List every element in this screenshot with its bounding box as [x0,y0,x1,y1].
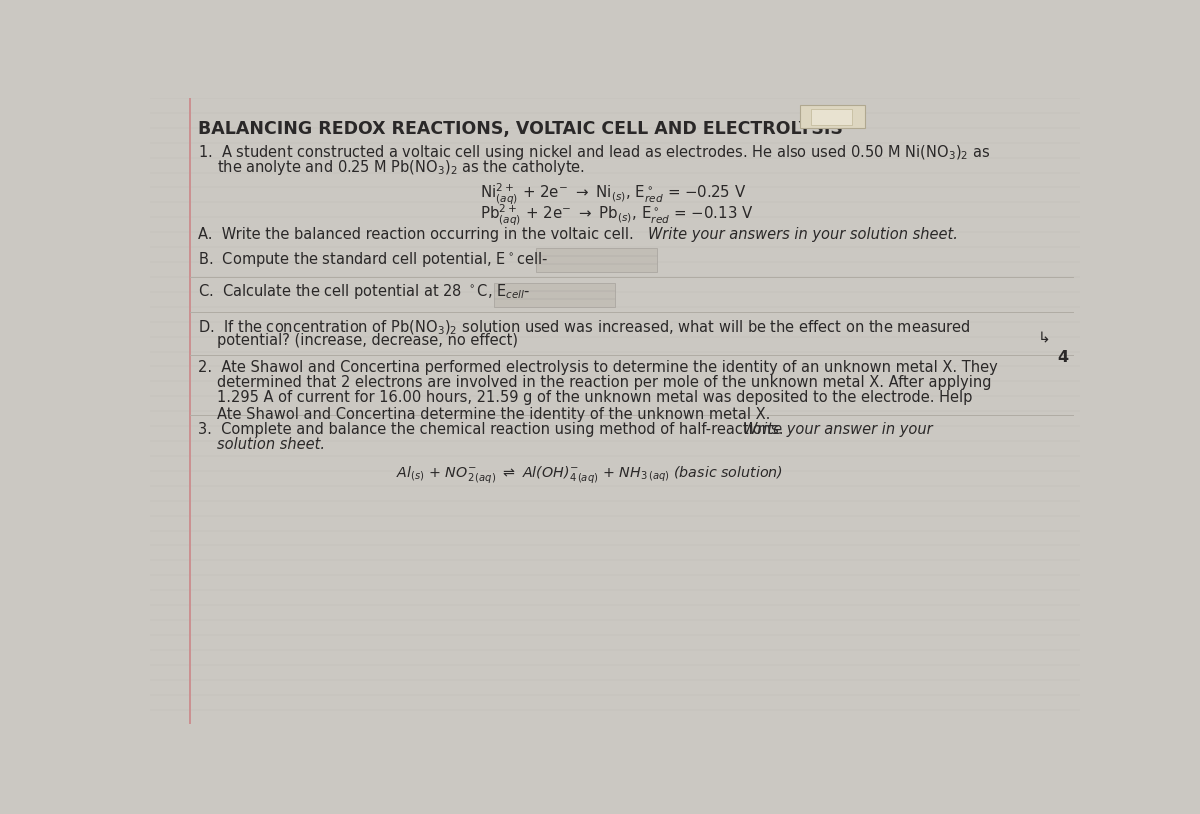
Text: Pb$^{2+}_{(aq)}$ + 2e$^{-}$ $\rightarrow$ Pb$_{(s)}$, E$^\circ_{red}$ = $-$0.13 : Pb$^{2+}_{(aq)}$ + 2e$^{-}$ $\rightarrow… [480,203,754,228]
Text: determined that 2 electrons are involved in the reaction per mole of the unknown: determined that 2 electrons are involved… [217,374,991,390]
Text: BALANCING REDOX REACTIONS, VOLTAIC CELL AND ELECTROLYSIS: BALANCING REDOX REACTIONS, VOLTAIC CELL … [198,120,844,138]
Text: Ate Shawol and Concertina determine the identity of the unknown metal X.: Ate Shawol and Concertina determine the … [217,407,770,422]
Text: the anolyte and 0.25 M Pb(NO$_3$)$_2$ as the catholyte.: the anolyte and 0.25 M Pb(NO$_3$)$_2$ as… [217,158,586,177]
Text: Write your answer in your: Write your answer in your [743,422,932,437]
FancyBboxPatch shape [811,109,852,125]
Text: 2.  Ate Shawol and Concertina performed electrolysis to determine the identity o: 2. Ate Shawol and Concertina performed e… [198,361,998,375]
Text: Write your answers in your solution sheet.: Write your answers in your solution shee… [648,227,958,243]
Text: 4: 4 [1057,350,1069,365]
Text: solution sheet.: solution sheet. [217,437,325,453]
Text: Ni$^{2+}_{(aq)}$ + 2e$^{-}$ $\rightarrow$ Ni$_{(s)}$, E$^\circ_{red}$ = $-$0.25 : Ni$^{2+}_{(aq)}$ + 2e$^{-}$ $\rightarrow… [480,182,746,207]
Text: D.  If the concentration of Pb(NO$_3$)$_2$ solution used was increased, what wil: D. If the concentration of Pb(NO$_3$)$_2… [198,318,971,337]
Text: potential? (increase, decrease, no effect): potential? (increase, decrease, no effec… [217,334,518,348]
Bar [536,248,656,272]
Text: B.  Compute the standard cell potential, E$^\circ$cell-: B. Compute the standard cell potential, … [198,250,548,269]
Text: 1.295 A of current for 16.00 hours, 21.59 g of the unknown metal was deposited t: 1.295 A of current for 16.00 hours, 21.5… [217,390,972,405]
Text: A.  Write the balanced reaction occurring in the voltaic cell.: A. Write the balanced reaction occurring… [198,227,638,243]
Text: C.  Calculate the cell potential at 28 $^\circ$C, E$_{cell}$-: C. Calculate the cell potential at 28 $^… [198,282,530,301]
Text: 3.  Complete and balance the chemical reaction using method of half-reactions.: 3. Complete and balance the chemical rea… [198,422,788,437]
Text: ↳: ↳ [1038,330,1051,346]
Text: 1.  A student constructed a voltaic cell using nickel and lead as electrodes. He: 1. A student constructed a voltaic cell … [198,143,991,163]
Text: Al$_{(s)}$ + NO$^{-}_{2\,(aq)}$ $\rightleftharpoons$ Al(OH)$^{-}_{4\,(aq)}$ + NH: Al$_{(s)}$ + NO$^{-}_{2\,(aq)}$ $\rightl… [396,464,784,485]
FancyBboxPatch shape [800,104,865,129]
Bar [494,283,616,307]
